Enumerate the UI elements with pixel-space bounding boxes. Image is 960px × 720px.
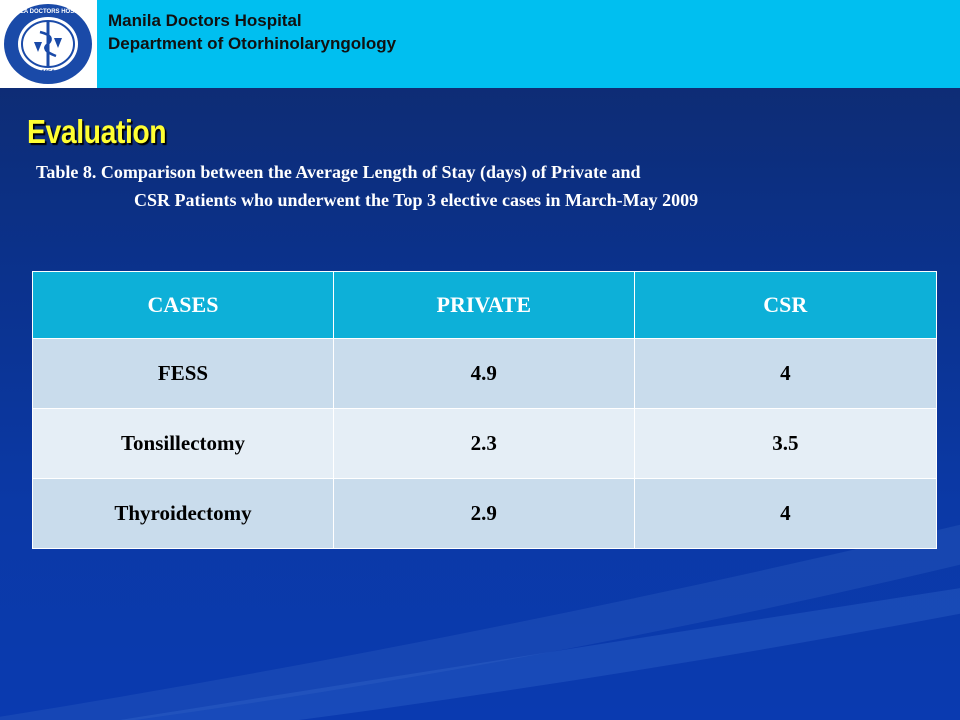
caption-line-2: CSR Patients who underwent the Top 3 ele… [134,190,699,210]
cell-csr: 4 [633,338,938,409]
header-csr: CSR [633,271,938,339]
logo-year: 1956 [41,70,55,76]
department-name: Department of Otorhinolaryngology [108,34,397,53]
cell-csr: 4 [633,478,938,549]
cell-csr: 3.5 [633,408,938,479]
cell-case: Tonsillectomy [32,408,334,479]
hospital-logo: 1956 MANILA DOCTORS HOSPITAL [0,0,97,88]
cell-private: 2.9 [332,478,635,549]
slide-title: Evaluation [27,113,167,150]
cell-case: Thyroidectomy [32,478,334,549]
hospital-seal-icon: 1956 MANILA DOCTORS HOSPITAL [4,4,92,84]
cell-case: FESS [32,338,334,409]
caption-line-1: Table 8. Comparison between the Average … [36,162,641,182]
table-row: Tonsillectomy 2.3 3.5 [32,408,938,479]
logo-text: MANILA DOCTORS HOSPITAL [5,9,92,15]
header-bar: 1956 MANILA DOCTORS HOSPITAL Manila Doct… [0,0,960,88]
cell-private: 4.9 [332,338,635,409]
table-header-row: CASES PRIVATE CSR [32,271,938,339]
table-row: Thyroidectomy 2.9 4 [32,478,938,549]
cell-private: 2.3 [332,408,635,479]
table-row: FESS 4.9 4 [32,338,938,409]
header-private: PRIVATE [332,271,635,339]
header-text: Manila Doctors Hospital Department of Ot… [108,9,396,55]
header-cases: CASES [32,271,334,339]
length-of-stay-table: CASES PRIVATE CSR FESS 4.9 4 Tonsillecto… [32,271,938,549]
hospital-name: Manila Doctors Hospital [108,11,302,30]
table-caption: Table 8. Comparison between the Average … [36,158,698,214]
